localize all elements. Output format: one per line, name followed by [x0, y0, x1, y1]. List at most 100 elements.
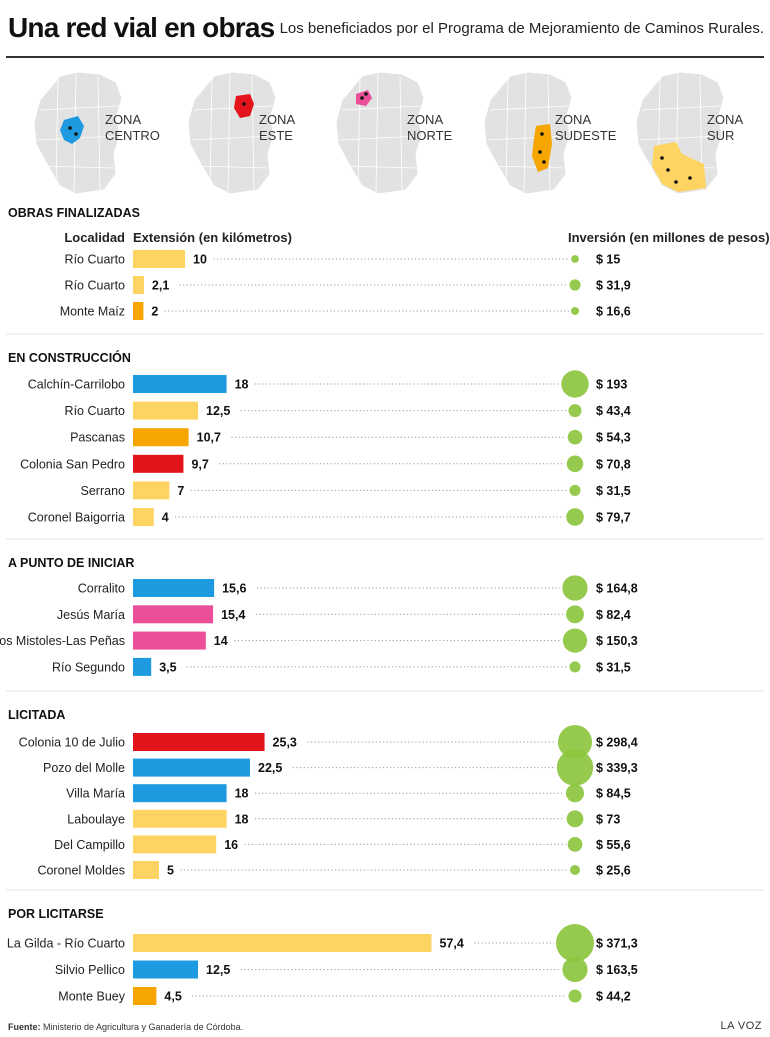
- extension-label: 12,5: [206, 404, 230, 418]
- row-localidad: Laboulaye: [67, 812, 125, 826]
- extension-bar: [133, 579, 215, 597]
- row-localidad: Los Mistoles-Las Peñas: [0, 634, 125, 648]
- investment-label: $ 15: [596, 253, 620, 267]
- investment-label: $ 298,4: [596, 736, 638, 750]
- row-localidad: Monte Buey: [58, 990, 125, 1004]
- row-localidad: Colonia 10 de Julio: [19, 736, 125, 750]
- extension-bar: [133, 605, 214, 624]
- department-line: [343, 165, 417, 169]
- extension-bar: [133, 987, 157, 1005]
- investment-label: $ 82,4: [596, 608, 631, 622]
- investment-label: $ 339,3: [596, 761, 638, 775]
- zone-label-line1: ZONA: [707, 112, 744, 127]
- extension-bar: [133, 960, 198, 979]
- department-line: [39, 105, 119, 111]
- department-line: [191, 135, 273, 141]
- header-inversion: Inversión (en millones de pesos): [568, 230, 770, 245]
- investment-bubble: [562, 956, 588, 983]
- extension-label: 10: [193, 253, 207, 267]
- department-line: [523, 73, 527, 193]
- extension-bar: [133, 454, 184, 473]
- investment-label: $ 150,3: [596, 634, 638, 648]
- department-line: [489, 105, 569, 111]
- group-title: LICITADA: [8, 708, 65, 722]
- extension-bar: [133, 861, 159, 879]
- page-subtitle: Los beneficiados por el Programa de Mejo…: [279, 20, 764, 37]
- province-map-icon: [635, 71, 725, 195]
- town-dot: [688, 176, 692, 180]
- extension-bar: [133, 302, 144, 320]
- row-localidad: Del Campillo: [54, 838, 125, 852]
- investment-bubble: [556, 924, 594, 962]
- investment-label: $ 73: [596, 812, 620, 826]
- extension-label: 2: [151, 305, 158, 319]
- investment-label: $ 163,5: [596, 963, 638, 977]
- department-line: [399, 75, 403, 191]
- extension-bar: [133, 276, 144, 294]
- extension-label: 18: [235, 812, 249, 826]
- source-note: Fuente: Ministerio de Agricultura y Gana…: [8, 1022, 243, 1032]
- investment-bubble: [566, 455, 584, 473]
- row-localidad: Río Cuarto: [65, 279, 125, 293]
- province-map-icon: [335, 71, 425, 195]
- extension-bar: [133, 631, 206, 650]
- investment-label: $ 193: [596, 378, 627, 392]
- extension-label: 7: [177, 484, 184, 498]
- investment-label: $ 371,3: [596, 937, 638, 951]
- zone-label-line2: SUDESTE: [555, 128, 617, 143]
- row-localidad: Jesús María: [57, 608, 125, 622]
- row-localidad: Silvio Pellico: [55, 963, 125, 977]
- zone-highlight: [234, 94, 254, 118]
- investment-bubble: [569, 661, 581, 673]
- header-extension: Extensión (en kilómetros): [133, 230, 292, 245]
- zone-map-1: ZONA CENTRO: [30, 66, 180, 195]
- zone-label-line2: SUR: [707, 128, 735, 143]
- row-localidad: Coronel Moldes: [37, 864, 125, 878]
- department-line: [375, 73, 379, 193]
- investment-label: $ 31,5: [596, 660, 631, 674]
- row-localidad: Pozo del Molle: [43, 761, 125, 775]
- department-line: [41, 165, 115, 169]
- investment-label: $ 43,4: [596, 404, 631, 418]
- zone-map-5: ZONA SUR: [632, 66, 770, 195]
- zone-label: ZONA SUDESTE: [555, 112, 616, 144]
- department-line: [641, 105, 721, 111]
- header-localidad: Localidad: [64, 230, 125, 245]
- province-outline: [483, 71, 573, 195]
- department-line: [193, 105, 273, 111]
- extension-label: 5: [167, 864, 174, 878]
- row-localidad: Villa María: [66, 787, 125, 801]
- extension-bar: [133, 508, 154, 526]
- zone-label-line1: ZONA: [555, 112, 592, 127]
- investment-bubble: [570, 865, 580, 875]
- zone-label-line1: ZONA: [105, 112, 142, 127]
- zone-label-line1: ZONA: [259, 112, 296, 127]
- header-rule: [6, 56, 764, 58]
- extension-label: 4,5: [164, 990, 181, 1004]
- extension-label: 18: [235, 787, 249, 801]
- town-dot: [542, 160, 546, 164]
- row-localidad: Río Cuarto: [65, 404, 125, 418]
- row-localidad: La Gilda - Río Cuarto: [7, 937, 125, 951]
- extension-label: 9,7: [191, 457, 208, 471]
- town-dot: [364, 92, 368, 96]
- town-dot: [538, 150, 542, 154]
- investment-bubble: [568, 404, 582, 418]
- investment-label: $ 25,6: [596, 864, 631, 878]
- extension-bar: [133, 784, 227, 803]
- extension-bar: [133, 758, 250, 777]
- investment-bubble: [562, 628, 588, 653]
- extension-label: 2,1: [152, 279, 169, 293]
- investment-bubble: [556, 749, 594, 786]
- town-dot: [74, 132, 78, 136]
- extension-bar: [133, 250, 185, 268]
- zone-label: ZONA ESTE: [259, 112, 295, 144]
- investment-label: $ 84,5: [596, 787, 631, 801]
- extension-label: 4: [162, 511, 169, 525]
- extension-bar: [133, 657, 152, 676]
- row-localidad: Río Segundo: [52, 660, 125, 674]
- extension-label: 10,7: [197, 431, 221, 445]
- extension-label: 3,5: [159, 660, 176, 674]
- page-title: Una red vial en obras: [8, 12, 275, 43]
- town-dot: [660, 156, 664, 160]
